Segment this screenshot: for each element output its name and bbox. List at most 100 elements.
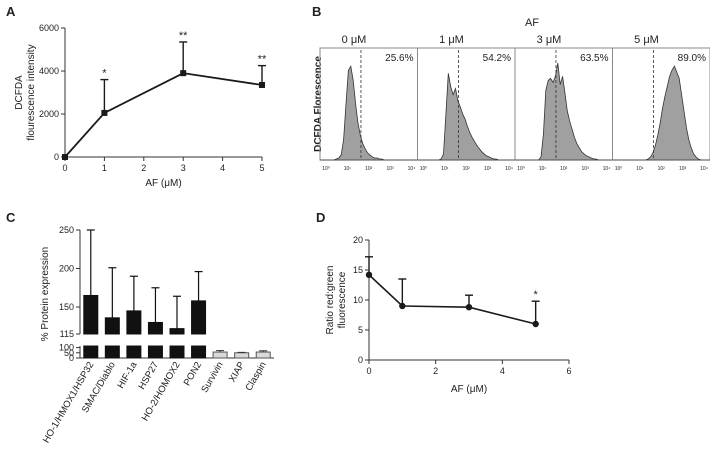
histogram-tick-label: 10⁴ bbox=[408, 166, 416, 172]
x-tick-label: 0 bbox=[366, 366, 371, 376]
y-tick-label: 115 bbox=[60, 329, 74, 339]
histogram-group-title: AF bbox=[525, 17, 539, 29]
histogram-tick-label: 10⁴ bbox=[700, 166, 708, 172]
x-tick-label: 1 bbox=[102, 163, 107, 173]
histogram-tick-label: 10³ bbox=[679, 166, 687, 172]
histogram-tick-label: 10⁰ bbox=[517, 166, 525, 172]
significance-mark: ** bbox=[179, 30, 188, 42]
bar-lower bbox=[169, 345, 185, 359]
y-tick-label: 0 bbox=[69, 353, 74, 363]
significance-mark: * bbox=[534, 289, 539, 301]
histogram-tick-label: 10³ bbox=[582, 166, 590, 172]
chart-d-ratio-line: 0 5 10 15 20 0 2 4 6 AF (μM) Ratio red:greenfluore… bbox=[325, 235, 572, 395]
data-point bbox=[259, 81, 265, 88]
histogram-area bbox=[612, 65, 710, 161]
category-label: Claspin bbox=[243, 360, 268, 393]
y-axis-label: % Protein expression bbox=[40, 247, 51, 342]
x-tick-label: 6 bbox=[566, 366, 571, 376]
histogram-tick-label: 10¹ bbox=[636, 166, 644, 172]
percent-label: 63.5% bbox=[580, 53, 608, 64]
histogram-tick-label: 10³ bbox=[387, 166, 395, 172]
histogram-panel: 5 μM 89.0% 10⁰ 10¹ 10² 10³ 10⁴ bbox=[612, 34, 710, 172]
histogram-tick-label: 10² bbox=[560, 166, 568, 172]
histogram-tick-label: 10² bbox=[365, 166, 373, 172]
percent-label: 54.2% bbox=[483, 53, 511, 64]
percent-label: 89.0% bbox=[678, 53, 706, 64]
panel-label-d: D bbox=[316, 210, 325, 225]
y-tick-label: 5 bbox=[358, 325, 363, 335]
histogram-panel: 1 μM 54.2% 10⁰ 10¹ 10² 10³ 10⁴ bbox=[417, 34, 516, 172]
y-axis-label: Ratio red:greenfluorescence bbox=[325, 266, 348, 335]
dose-label: 5 μM bbox=[634, 34, 659, 46]
histogram-tick-label: 10⁰ bbox=[615, 166, 623, 172]
y-tick-label: 250 bbox=[59, 225, 74, 235]
y-axis-label-line: fluorescence bbox=[337, 271, 348, 328]
y-axis-label-line: flourescence intensity bbox=[26, 44, 37, 140]
significance-mark: * bbox=[102, 68, 107, 80]
y-tick-label: 50 bbox=[64, 348, 74, 358]
percent-label: 25.6% bbox=[385, 53, 413, 64]
data-point bbox=[62, 154, 68, 160]
x-axis-label: AF (μM) bbox=[145, 178, 181, 189]
histogram-tick-label: 10¹ bbox=[441, 166, 449, 172]
data-point bbox=[532, 320, 539, 328]
y-tick-label: 15 bbox=[353, 265, 363, 275]
bar bbox=[212, 351, 228, 359]
y-tick-label: 200 bbox=[59, 264, 74, 274]
y-tick-label: 0 bbox=[358, 355, 363, 365]
histogram-tick-label: 10³ bbox=[484, 166, 492, 172]
bar-lower bbox=[83, 345, 99, 359]
histogram-y-axis-label: DCFDA Florescence bbox=[313, 56, 324, 152]
histogram-area bbox=[320, 65, 418, 161]
x-tick-label: 2 bbox=[433, 366, 438, 376]
panel-label-a: A bbox=[6, 4, 16, 19]
data-point bbox=[399, 302, 406, 310]
chart-a-dcfda-line: 0 2000 4000 6000 0 1 2 3 4 5 AF (μM) DCFDAflouresce… bbox=[14, 23, 267, 189]
chart-b-flow-histograms: AF DCFDA Florescence 0 μM 25.6% 10⁰ 10¹ 10² 10³… bbox=[313, 17, 710, 172]
y-axis-label-line: DCFDA bbox=[14, 75, 25, 110]
x-tick-label: 5 bbox=[259, 163, 264, 173]
x-tick-label: 0 bbox=[62, 163, 67, 173]
bar-upper bbox=[104, 317, 120, 335]
panel-label-c: C bbox=[6, 210, 16, 225]
dose-label: 0 μM bbox=[342, 34, 367, 46]
dose-label: 1 μM bbox=[439, 34, 464, 46]
x-axis-label: AF (μM) bbox=[451, 384, 487, 395]
y-axis-label: DCFDAflourescence intensity bbox=[14, 44, 37, 140]
data-point bbox=[180, 70, 187, 77]
bar-lower bbox=[126, 345, 142, 359]
histogram-panel: 0 μM 25.6% 10⁰ 10¹ 10² 10³ 10⁴ bbox=[319, 34, 418, 172]
histogram-tick-label: 10⁰ bbox=[322, 166, 330, 172]
series-line bbox=[368, 274, 536, 325]
bar-upper bbox=[126, 310, 142, 335]
y-tick-label: 6000 bbox=[39, 23, 59, 33]
category-label: XIAP bbox=[227, 360, 247, 384]
bar bbox=[234, 352, 250, 359]
dose-label: 3 μM bbox=[537, 34, 562, 46]
y-tick-label: 100 bbox=[59, 343, 74, 353]
bar-upper bbox=[191, 300, 207, 335]
y-tick-label: 10 bbox=[353, 295, 363, 305]
histogram-tick-label: 10¹ bbox=[539, 166, 547, 172]
panel-label-b: B bbox=[312, 4, 321, 19]
histogram-tick-label: 10⁴ bbox=[505, 166, 513, 172]
histogram-tick-label: 10¹ bbox=[344, 166, 352, 172]
bar-upper bbox=[169, 328, 185, 335]
histogram-area bbox=[515, 63, 613, 161]
histogram-tick-label: 10² bbox=[463, 166, 471, 172]
bar bbox=[255, 351, 271, 359]
histogram-panel: 3 μM 63.5% 10⁰ 10¹ 10² 10³ 10⁴ bbox=[514, 34, 613, 172]
y-tick-label: 0 bbox=[54, 152, 59, 162]
x-tick-label: 3 bbox=[181, 163, 186, 173]
y-tick-label: 150 bbox=[59, 302, 74, 312]
series-line bbox=[64, 72, 263, 158]
histogram-area bbox=[417, 73, 515, 161]
data-point bbox=[365, 271, 373, 278]
y-tick-label: 4000 bbox=[39, 66, 59, 76]
bar-upper bbox=[83, 294, 99, 335]
data-point bbox=[465, 304, 473, 311]
histogram-tick-label: 10² bbox=[658, 166, 666, 172]
y-tick-label: 2000 bbox=[39, 109, 59, 119]
histogram-tick-label: 10⁴ bbox=[603, 166, 611, 172]
